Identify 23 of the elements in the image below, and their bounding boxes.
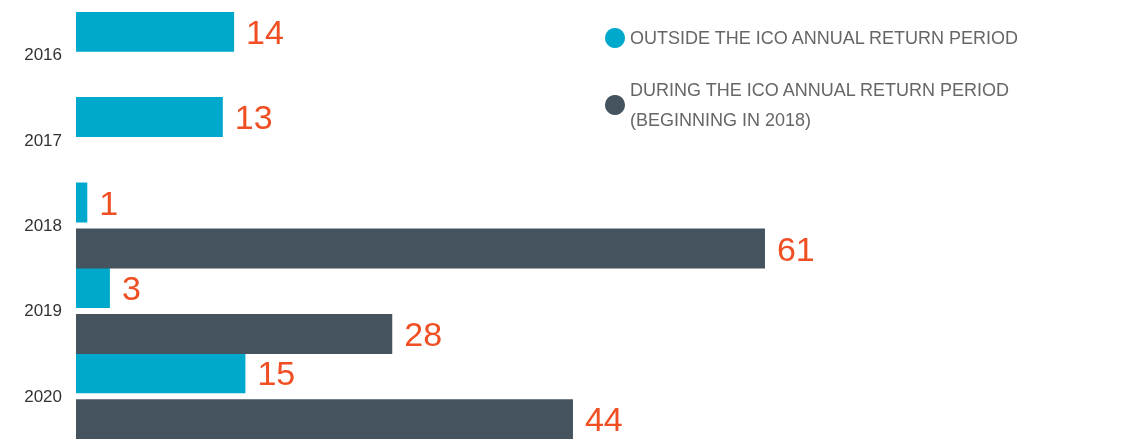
data-label: 28 (404, 314, 443, 353)
data-label: 15 (257, 354, 296, 393)
data-label: 13 (234, 98, 273, 137)
bar (76, 12, 235, 52)
data-label: 1 (99, 183, 119, 222)
data-label: 3 (121, 268, 141, 307)
y-tick-label: 2017 (24, 130, 62, 150)
bar (76, 182, 88, 223)
bar (76, 353, 246, 394)
bar (76, 228, 765, 269)
bar (76, 267, 110, 308)
bar (76, 399, 573, 439)
data-label: 44 (584, 400, 623, 439)
legend-label: DURING THE ICO ANNUAL RETURN PERIOD (BEGINNING IN 2018) (630, 80, 1015, 130)
y-tick-label: 2020 (24, 386, 62, 406)
data-label: 61 (776, 229, 815, 268)
data-label: 14 (246, 12, 284, 51)
legend-label: OUTSIDE THE ICO ANNUAL RETURN PERIOD (630, 28, 1019, 48)
bar (76, 313, 393, 354)
y-tick-label: 2018 (24, 216, 62, 235)
y-tick-label: 2019 (24, 301, 62, 321)
y-tick-label: 2016 (24, 45, 62, 65)
bar (76, 97, 223, 138)
